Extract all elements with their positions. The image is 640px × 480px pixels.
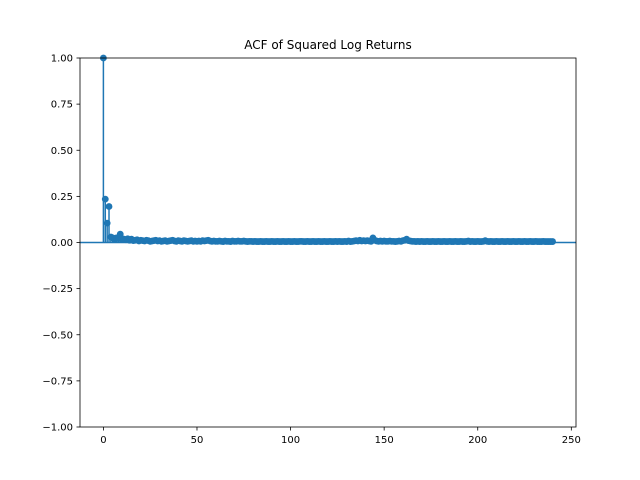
x-axis: 0 50 100 150 200 250 [100, 427, 581, 446]
stem-marker [549, 238, 557, 245]
y-tick-label: −0.75 [42, 376, 73, 387]
y-tick-label: −0.25 [42, 284, 73, 295]
y-tick-label: 0.50 [51, 146, 73, 157]
y-tick-label: 0.00 [51, 238, 73, 249]
x-tick-label: 100 [281, 435, 300, 446]
x-tick-label: 50 [191, 435, 204, 446]
x-tick-label: 250 [562, 435, 581, 446]
stem-marker [101, 195, 109, 203]
chart-title: ACF of Squared Log Returns [244, 38, 411, 52]
y-tick-label: −0.50 [42, 330, 73, 341]
x-tick-label: 200 [468, 435, 487, 446]
stem-marker [103, 219, 111, 227]
y-axis: −1.00 −0.75 −0.50 −0.25 0.00 0.25 0.50 0.75 1.00 [42, 54, 80, 434]
y-tick-label: −1.00 [42, 423, 73, 434]
stem-marker [105, 203, 113, 210]
y-tick-label: 1.00 [51, 54, 73, 65]
y-tick-label: 0.25 [51, 192, 73, 203]
x-tick-label: 0 [100, 435, 106, 446]
y-tick-label: 0.75 [51, 100, 73, 111]
x-tick-label: 150 [375, 435, 394, 446]
